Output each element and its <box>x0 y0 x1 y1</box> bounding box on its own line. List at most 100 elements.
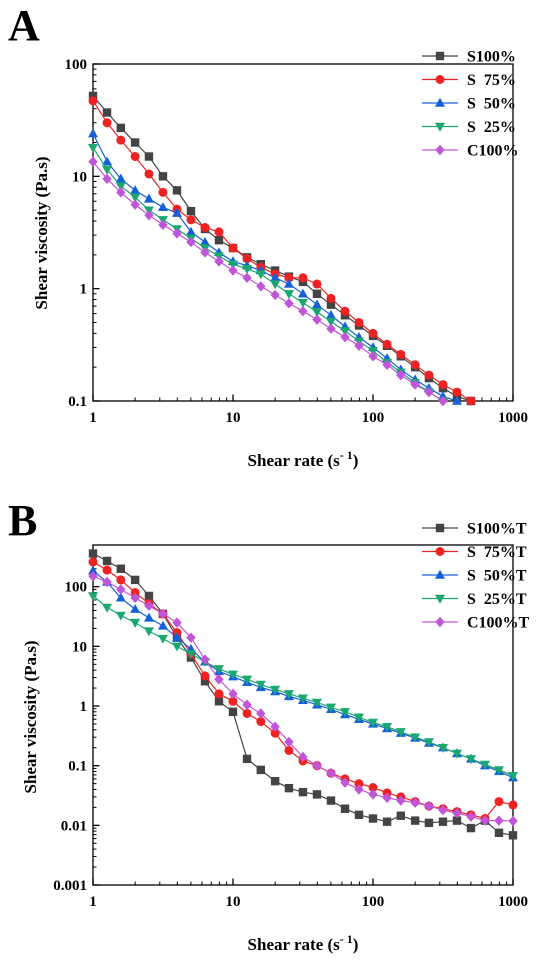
data-point <box>494 797 504 807</box>
data-point <box>242 272 252 283</box>
data-point <box>382 723 393 732</box>
data-point <box>270 280 281 290</box>
y-axis-title-b: Shear viscosity (Pa.s) <box>21 640 40 793</box>
data-point <box>88 96 98 106</box>
data-point <box>102 565 112 575</box>
data-point <box>115 182 126 192</box>
legend-label: C100%T <box>467 615 530 632</box>
data-point <box>242 254 252 264</box>
legend-marker <box>435 616 445 628</box>
data-point <box>88 156 98 167</box>
legend-entry: C100%T <box>422 615 530 632</box>
legend-label: S 75%T <box>467 544 527 561</box>
data-point <box>158 187 168 197</box>
legend-marker <box>435 122 445 132</box>
data-point <box>438 817 448 826</box>
panel-letter-b: B <box>8 496 37 545</box>
data-point <box>410 797 420 808</box>
data-point <box>396 795 406 806</box>
data-point <box>311 299 322 309</box>
series-line <box>92 100 472 402</box>
x-axis-title-a: Shear rate (s- 1) <box>248 448 359 470</box>
data-point <box>395 728 406 737</box>
series-3 <box>88 143 448 407</box>
series-line <box>92 95 472 402</box>
plot-area-b: 1 10 100 1000 0.001 0.01 0.1 1 10 100 S100%T S 75%T… <box>53 521 529 911</box>
series-4 <box>88 570 518 827</box>
data-point <box>480 760 491 770</box>
data-point <box>283 278 294 288</box>
x-tick-label: 1000 <box>498 410 528 426</box>
data-point <box>368 718 378 728</box>
data-point <box>102 165 113 175</box>
data-point <box>326 300 336 309</box>
data-point <box>424 818 434 828</box>
data-point <box>284 745 294 755</box>
data-point <box>256 708 266 719</box>
data-point <box>270 272 281 282</box>
data-point <box>368 789 378 800</box>
data-point <box>157 202 168 212</box>
legend-entry: S100% <box>422 49 516 66</box>
data-point <box>326 323 336 334</box>
x-tick-label: 10 <box>226 410 241 426</box>
data-point <box>270 721 280 732</box>
data-point <box>228 670 238 680</box>
legend-marker <box>435 569 445 579</box>
data-point <box>228 243 238 253</box>
data-point <box>200 677 210 686</box>
data-point <box>172 186 182 195</box>
data-point <box>144 169 154 179</box>
data-point <box>186 236 196 248</box>
data-point <box>494 815 504 826</box>
data-point <box>213 665 224 675</box>
data-point <box>143 193 154 203</box>
data-point <box>130 193 141 203</box>
data-point <box>270 728 280 738</box>
data-point <box>410 733 421 743</box>
data-point <box>340 331 350 343</box>
data-point <box>508 800 518 810</box>
data-point <box>144 210 154 221</box>
data-point <box>480 815 490 826</box>
data-point <box>116 564 126 573</box>
legend-entry: S 50%T <box>422 568 527 585</box>
data-point <box>340 708 351 718</box>
data-point <box>396 349 406 359</box>
y-tick-label: 10 <box>72 639 87 655</box>
data-point <box>326 293 336 303</box>
chart-panel-b: B 1 10 100 1000 0.001 0.01 0.1 1 10 100 S100%T S 75… <box>8 496 530 954</box>
data-point <box>130 587 140 597</box>
data-point <box>283 290 294 300</box>
data-point <box>297 694 308 704</box>
legend-label: S 25% <box>467 119 516 136</box>
data-point <box>157 620 168 630</box>
data-point <box>130 185 141 195</box>
data-point <box>410 379 420 390</box>
legend-label: S100%T <box>467 521 527 538</box>
legend-label: S 50%T <box>467 568 527 585</box>
data-point <box>354 317 364 327</box>
data-point <box>88 91 98 101</box>
data-point <box>242 708 252 718</box>
data-point <box>102 603 113 613</box>
x-tick-label: 1 <box>89 410 97 426</box>
data-point <box>185 650 196 660</box>
data-point <box>256 765 266 775</box>
data-point <box>116 584 126 595</box>
data-point <box>143 627 154 637</box>
x-tick-label: 10 <box>226 894 241 910</box>
data-point <box>102 108 112 117</box>
data-point <box>130 152 140 162</box>
data-point <box>437 744 448 753</box>
data-point <box>312 790 322 799</box>
data-point <box>255 680 266 690</box>
data-point <box>158 219 168 231</box>
series-0 <box>88 91 476 406</box>
series-line <box>92 595 514 777</box>
data-point <box>312 760 322 771</box>
data-point <box>368 814 378 823</box>
data-point <box>451 395 462 405</box>
data-point <box>144 591 154 601</box>
